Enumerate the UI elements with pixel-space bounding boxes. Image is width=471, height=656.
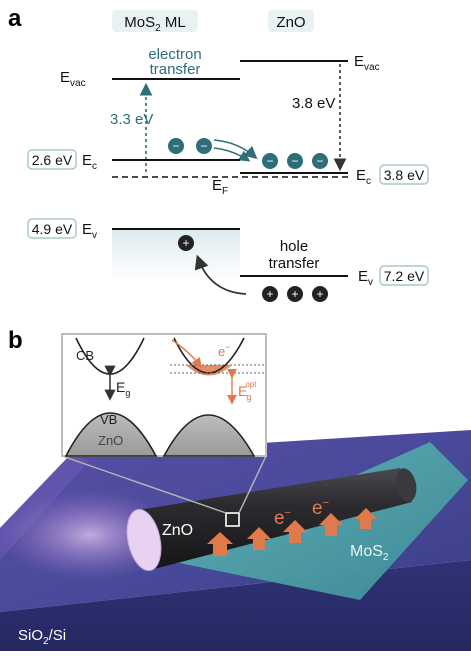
electron-2: − (196, 138, 212, 154)
electron-transfer-arrow-2 (213, 147, 251, 162)
evac-label-right: Evac (354, 53, 380, 73)
electron-3: − (262, 153, 278, 169)
ev-zno-value-box (379, 265, 429, 286)
electron-transfer-label-1: electron (148, 46, 201, 63)
panel-a-label: a (8, 5, 22, 32)
mos2-label: MoS2 (350, 543, 389, 563)
ec-label-right: Ec (356, 167, 371, 187)
electron-transfer-label-2: transfer (150, 61, 201, 78)
evac-label-left: Evac (60, 69, 86, 89)
ec-mos2-value: 2.6 eV (32, 152, 73, 168)
svg-text:−: − (266, 154, 273, 168)
hole-transfer-label-1: hole (280, 238, 308, 255)
hole-transfer-arrow (194, 254, 247, 295)
ev-mos2-value: 4.9 eV (32, 221, 73, 237)
inset-vb-label: VB (100, 412, 117, 427)
ec-mos2-value-box (27, 149, 77, 170)
panel-b-label: b (8, 327, 23, 354)
inset-vb-doped (162, 414, 256, 457)
inset-connector-left (61, 455, 227, 514)
inset-marker-square (225, 512, 240, 527)
inset-eg-label: Eg (116, 379, 130, 398)
inset-zno-label: ZnO (98, 433, 123, 448)
ev-label-right: Ev (358, 268, 373, 288)
svg-text:−: − (291, 154, 298, 168)
ec-label-left: Ec (82, 152, 97, 172)
inset-vb-zno (64, 412, 158, 457)
fermi-label: EF (212, 177, 228, 197)
electron-5: − (312, 153, 328, 169)
vb-fade-mos2 (112, 229, 240, 281)
substrate-label: SiO2/Si (18, 627, 66, 647)
ec-zno-value-box (379, 164, 429, 185)
inset-cb-label: CB (76, 348, 94, 363)
zno-rod-label: ZnO (162, 522, 193, 539)
rod-electron-label-1: e− (274, 507, 291, 529)
inset-electron-arrow (171, 339, 202, 369)
gap-mos2-value: 3.3 eV (110, 111, 153, 128)
electron-4: − (287, 153, 303, 169)
inset-cb-doped (173, 337, 245, 374)
zno-header-box (268, 10, 314, 32)
svg-text:+: + (291, 287, 298, 301)
hole-transfer-label-2: transfer (269, 255, 320, 272)
mos2-header-box (112, 10, 198, 32)
svg-text:−: − (316, 154, 323, 168)
svg-text:−: − (172, 139, 179, 153)
svg-text:+: + (182, 236, 189, 250)
hole-zno-2: + (287, 286, 303, 302)
hole-zno-3: + (312, 286, 328, 302)
hole-mos2: + (178, 235, 194, 251)
electron-transfer-arrow (213, 139, 258, 160)
charge-transfer-arrows (207, 508, 377, 556)
rod-electron-label-2: e− (312, 497, 329, 519)
svg-text:+: + (316, 287, 323, 301)
inset-egopt-label: Egopt (238, 380, 257, 402)
electron-1: − (168, 138, 184, 154)
ev-zno-value: 7.2 eV (384, 268, 425, 284)
zno-nanorod (126, 468, 417, 572)
gap-zno-value: 3.8 eV (292, 95, 335, 112)
ec-zno-value: 3.8 eV (384, 167, 425, 183)
ev-label-left: Ev (82, 221, 97, 241)
mos2-header: MoS2 ML (124, 14, 185, 34)
inset-connector-right (238, 455, 267, 514)
hole-zno-1: + (262, 286, 278, 302)
svg-text:+: + (266, 287, 273, 301)
svg-text:−: − (200, 139, 207, 153)
zno-header: ZnO (276, 14, 305, 31)
inset-electron-label: e− (218, 342, 231, 359)
ev-mos2-value-box (27, 218, 77, 239)
